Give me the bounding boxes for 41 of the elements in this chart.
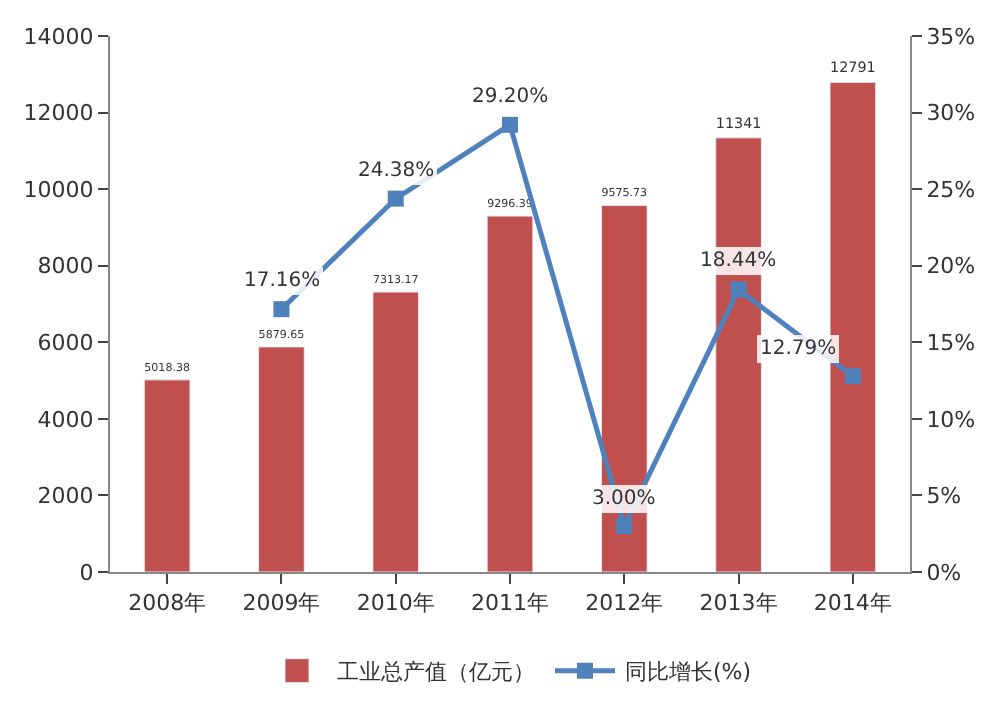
y2-tick-label: 15% [926, 329, 976, 356]
data-label: 12.79% [760, 338, 837, 360]
y-tick-label: 8000 [37, 253, 94, 280]
y-tick-label: 10000 [23, 176, 94, 203]
point [844, 368, 861, 385]
y-tick-label: 6000 [37, 329, 94, 356]
y2-tick-label: 30% [926, 100, 976, 127]
x-tick-label: 2010年 [356, 590, 435, 617]
point [273, 301, 290, 318]
x-tick-label: 2012年 [585, 590, 664, 617]
legend-label: 同比增长(%) [625, 659, 752, 686]
bar [143, 379, 191, 572]
x-tick-label: 2011年 [471, 590, 549, 617]
bar [258, 346, 305, 572]
data-label: 18.44% [700, 250, 777, 272]
data-label: 29.20% [472, 86, 549, 108]
y2-tick-label: 5% [926, 483, 962, 510]
x-tick-label: 2014年 [813, 590, 892, 617]
data-label: 17.16% [244, 270, 321, 292]
bar [486, 215, 534, 572]
y2-tick-label: 25% [926, 176, 976, 203]
y-tick-label: 12000 [23, 100, 94, 127]
legend-label: 工业总产值（亿元） [337, 659, 535, 686]
point [387, 190, 404, 207]
x-tick-label: 2008年 [128, 590, 207, 617]
x-tick-label: 2009年 [242, 590, 321, 617]
bar [372, 291, 420, 572]
y2-tick-label: 35% [926, 23, 976, 50]
y-tick-label: 4000 [37, 406, 94, 433]
y-tick-label: 2000 [37, 483, 94, 510]
y2-tick-label: 20% [926, 253, 976, 280]
data-label: 3.00% [592, 488, 656, 510]
point [730, 281, 747, 298]
data-label: 24.38% [358, 160, 435, 182]
x-tick-label: 2013年 [699, 590, 778, 617]
point [502, 116, 518, 133]
y2-tick-label: 0% [926, 559, 962, 586]
point [616, 518, 633, 535]
y2-tick-label: 10% [926, 406, 976, 433]
y-tick-label: 0 [79, 559, 94, 586]
y-tick-label: 14000 [23, 23, 94, 50]
